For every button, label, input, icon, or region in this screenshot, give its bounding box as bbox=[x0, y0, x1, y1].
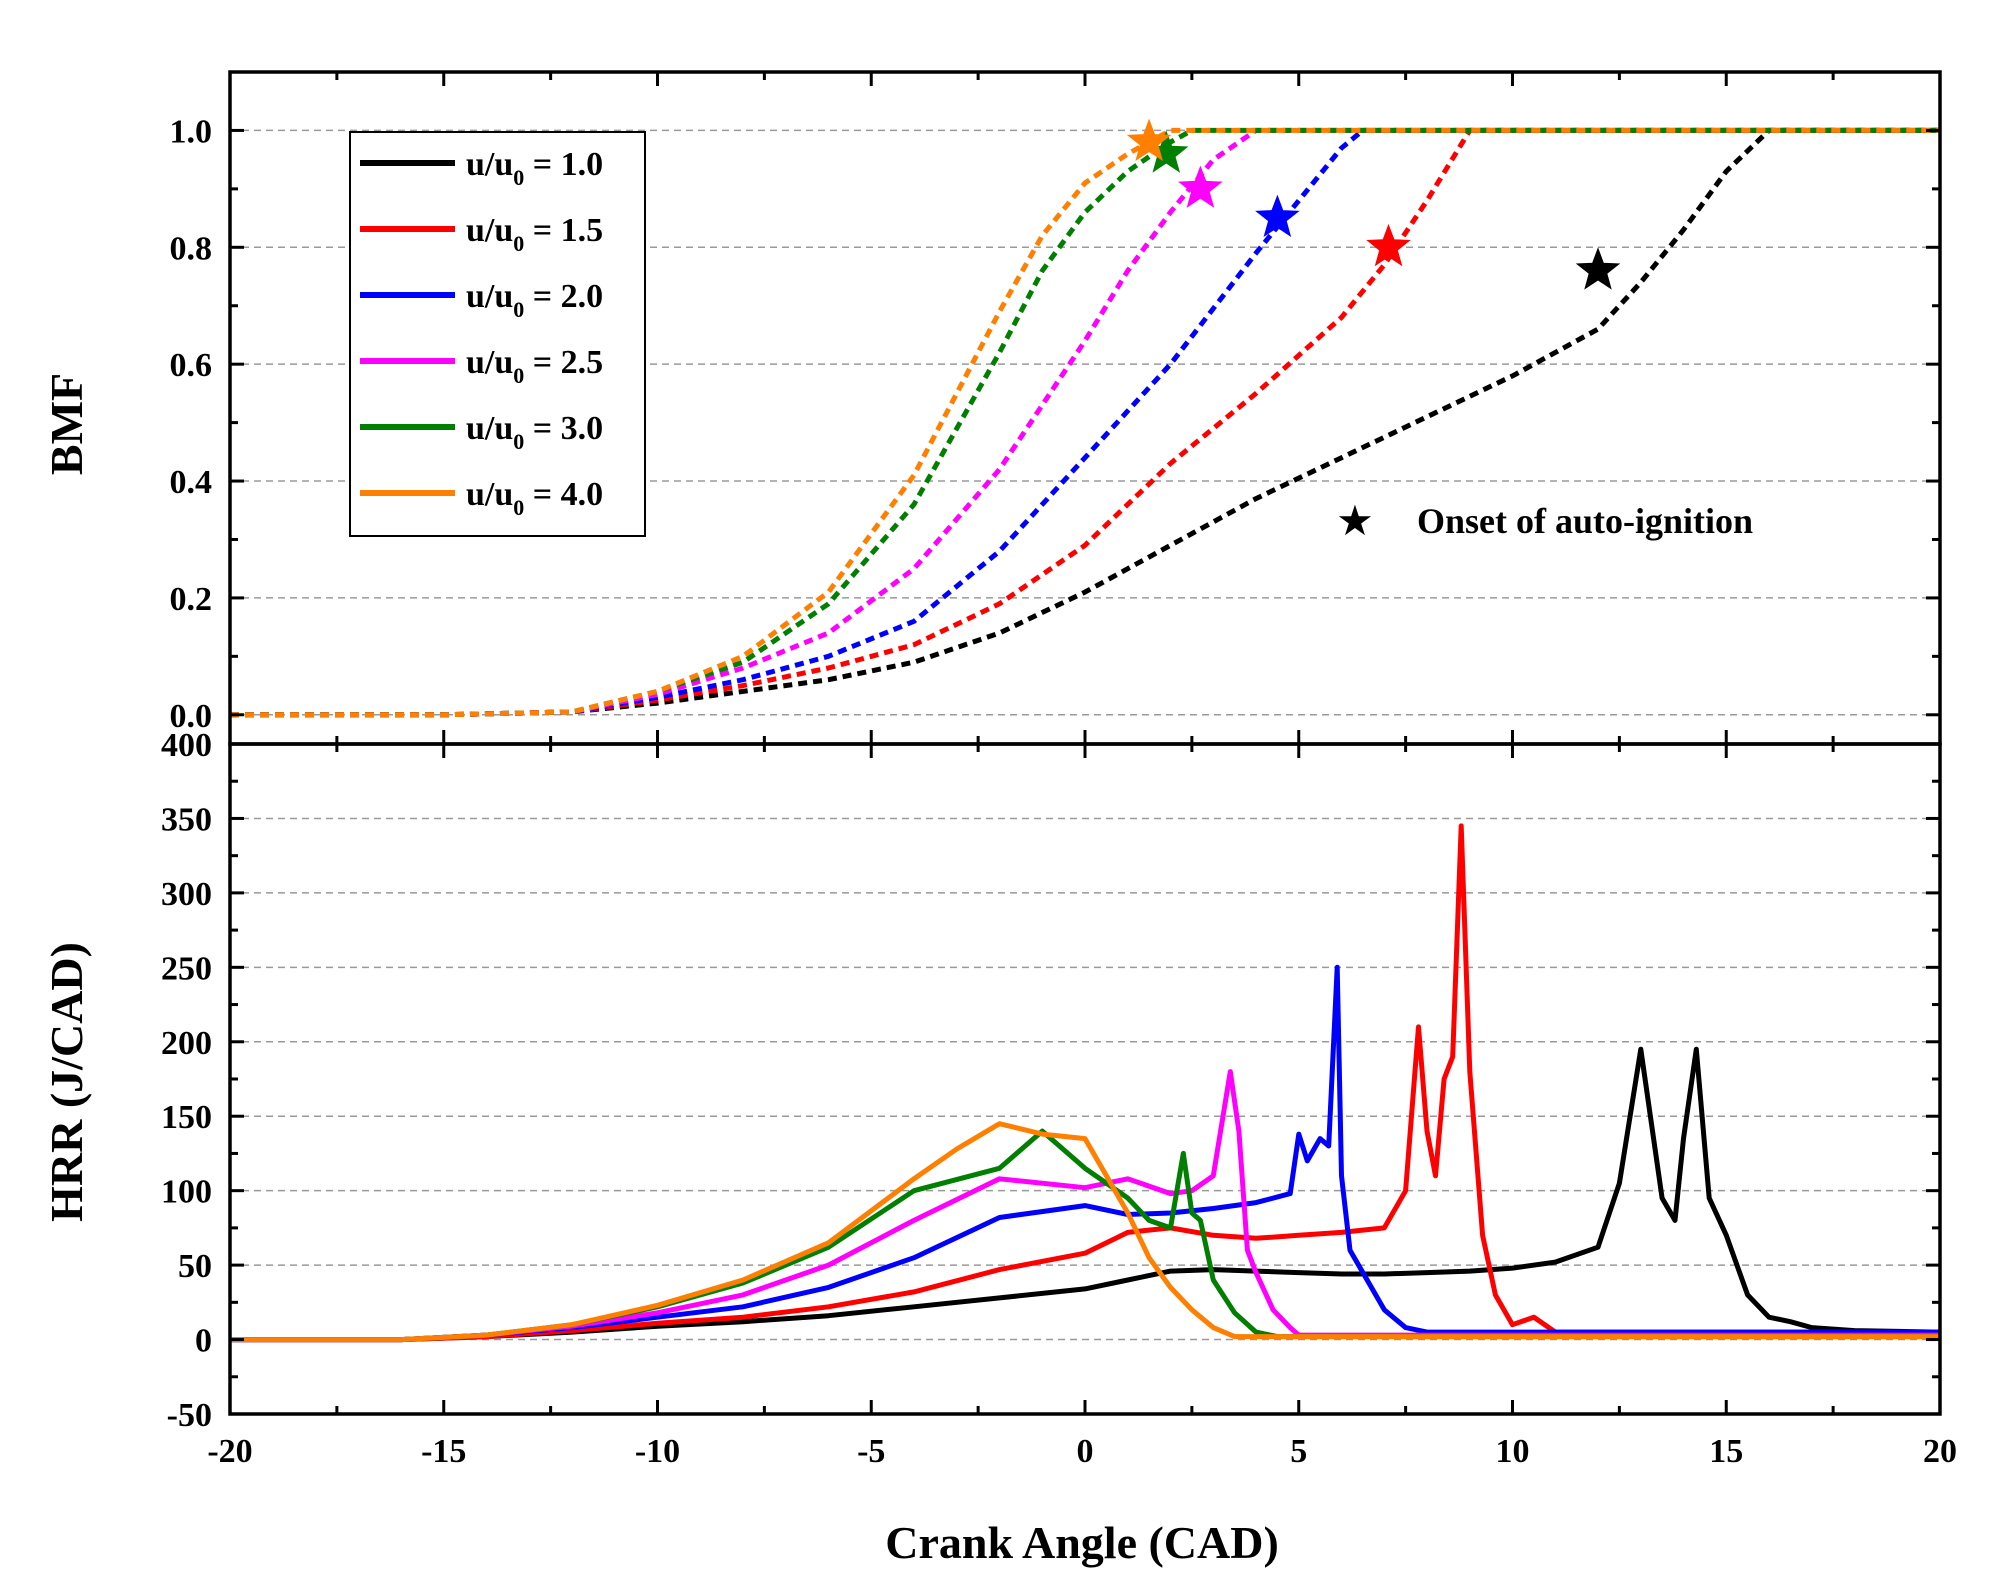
bottom-plot-frame bbox=[228, 742, 1942, 1416]
top-ytick-label: 0.2 bbox=[170, 581, 213, 618]
bottom-ytick-label: 50 bbox=[178, 1248, 212, 1285]
xtick-label: 10 bbox=[1496, 1433, 1530, 1470]
top-y-axis-title: BMF bbox=[41, 373, 92, 475]
bmf-series-line-0 bbox=[230, 127, 1940, 718]
onset-star-marker-0 bbox=[1575, 247, 1621, 290]
xtick-label: -5 bbox=[857, 1433, 885, 1470]
xtick-label: -20 bbox=[207, 1433, 252, 1470]
bottom-ticks bbox=[228, 742, 1942, 1416]
legend-items: u/u0 = 1.0 u/u0 = 1.5 u/u0 = 2.0 u/u0 = 2.5… bbox=[360, 146, 603, 520]
bottom-grid bbox=[230, 817, 1940, 1341]
bottom-ytick-label: 150 bbox=[161, 1099, 212, 1136]
bottom-ytick-label: 250 bbox=[161, 950, 212, 987]
star-icon: ★ bbox=[1336, 496, 1374, 545]
top-ticks bbox=[228, 72, 1942, 744]
bottom-ytick-label: -50 bbox=[167, 1397, 212, 1434]
bottom-ytick-label: 0 bbox=[195, 1323, 212, 1360]
onset-star-marker-3 bbox=[1178, 165, 1223, 208]
xtick-label: 5 bbox=[1290, 1433, 1307, 1470]
bottom-ytick-label: 200 bbox=[161, 1025, 212, 1062]
legend-label-1: u/u0 = 1.5 bbox=[466, 212, 603, 256]
bottom-ytick-label: 350 bbox=[161, 801, 212, 838]
legend-label-4: u/u0 = 3.0 bbox=[466, 410, 603, 454]
top-ytick-label: 0.0 bbox=[170, 698, 213, 735]
top-ytick-label: 0.4 bbox=[170, 464, 213, 501]
annotation-label: Onset of auto-ignition bbox=[1417, 501, 1753, 541]
legend-label-3: u/u0 = 2.5 bbox=[466, 344, 603, 388]
bottom-series-group bbox=[230, 823, 1941, 1343]
x-axis-title: Crank Angle (CAD) bbox=[885, 1517, 1279, 1568]
top-series-group bbox=[230, 127, 1940, 718]
xtick-label: 15 bbox=[1709, 1433, 1743, 1470]
hrr-series-line-3 bbox=[230, 1069, 1940, 1343]
xtick-label: -15 bbox=[421, 1433, 466, 1470]
auto-ignition-annotation: ★ Onset of auto-ignition bbox=[1336, 496, 1753, 545]
bottom-ytick-label: 100 bbox=[161, 1174, 212, 1211]
bmf-series-line-3 bbox=[230, 127, 1940, 718]
top-panel: 0.00.20.40.60.81.0 BMF u/u0 = 1.0u/u0 = … bbox=[41, 70, 1942, 746]
xtick-labels: -20 -15 -10 -5 0 5 10 15 20 bbox=[207, 1433, 1957, 1470]
xtick-label: 20 bbox=[1923, 1433, 1957, 1470]
onset-star-marker-1 bbox=[1366, 223, 1411, 267]
legend-label-2: u/u0 = 2.0 bbox=[466, 278, 603, 322]
bmf-series-line-1 bbox=[230, 127, 1940, 718]
top-ytick-label: 0.8 bbox=[170, 230, 213, 267]
top-markers-group bbox=[1126, 118, 1621, 290]
top-grid bbox=[230, 129, 1940, 716]
bmf-series-line-4 bbox=[230, 127, 1940, 718]
xtick-label: -10 bbox=[635, 1433, 680, 1470]
legend-label-0: u/u0 = 1.0 bbox=[466, 146, 603, 190]
top-ytick-labels: 0.0 0.2 0.4 0.6 0.8 1.0 bbox=[170, 113, 213, 734]
xtick-label: 0 bbox=[1077, 1433, 1094, 1470]
bottom-ytick-labels: -50 0 50 100 150 200 250 300 350 400 bbox=[161, 727, 212, 1434]
legend-label-5: u/u0 = 4.0 bbox=[466, 476, 603, 520]
top-ytick-label: 0.6 bbox=[170, 347, 213, 384]
bottom-ytick-label: 300 bbox=[161, 876, 212, 913]
onset-star-marker-5 bbox=[1126, 118, 1172, 162]
bottom-ytick-label: 400 bbox=[161, 727, 212, 764]
legend: u/u0 = 1.0 u/u0 = 1.5 u/u0 = 2.0 u/u0 = 2.5… bbox=[349, 131, 646, 537]
hrr-series-line-1 bbox=[230, 823, 1940, 1343]
top-ytick-label: 1.0 bbox=[170, 113, 213, 150]
hrr-series-line-0 bbox=[230, 1046, 1941, 1343]
hrr-series-line-2 bbox=[230, 964, 1940, 1343]
bottom-y-axis-title: HRR (J/CAD) bbox=[41, 942, 92, 1222]
onset-star-marker-2 bbox=[1255, 194, 1300, 238]
hrr-series-line-5 bbox=[230, 1121, 1940, 1343]
legend-frame bbox=[349, 131, 646, 537]
